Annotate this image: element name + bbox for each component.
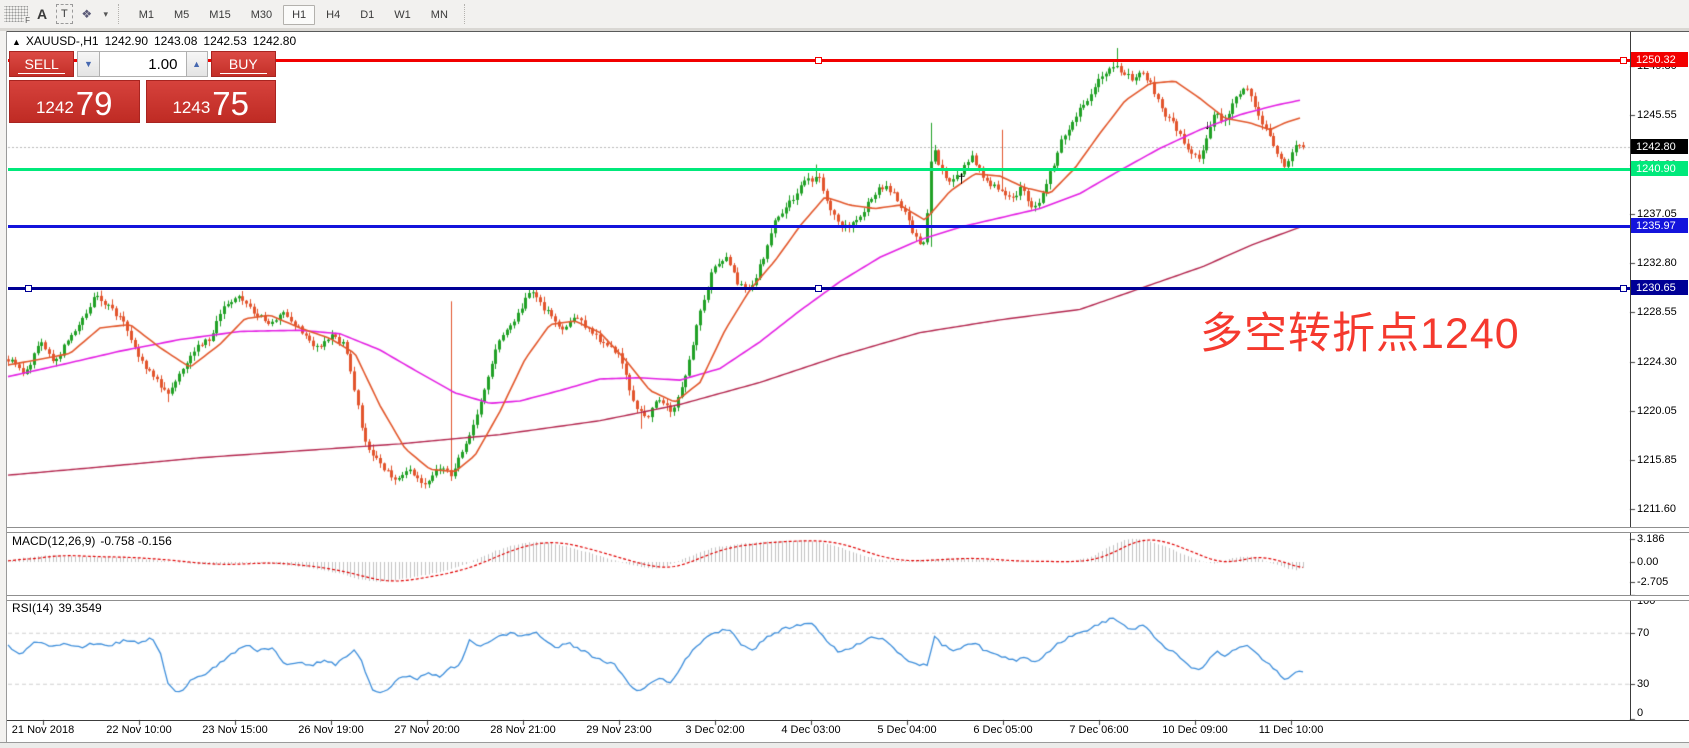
window-bottom-strip	[0, 742, 1689, 748]
time-axis-label: 28 Nov 21:00	[490, 724, 556, 736]
volume-input[interactable]	[99, 51, 186, 77]
sell-price-main: 1242	[35, 98, 74, 117]
volume-increase-button[interactable]: ▲	[185, 51, 208, 77]
timeframe-W1[interactable]: W1	[394, 9, 411, 21]
down-arrow-mark: ↓	[1204, 117, 1211, 132]
price-axis-label: 1215.85	[1637, 453, 1677, 466]
time-axis-label: 4 Dec 03:00	[781, 724, 841, 736]
time-axis-label: 6 Dec 05:00	[973, 724, 1033, 736]
rsi-label: RSI(14) 39.3549	[12, 601, 107, 615]
rsi-axis-label: 30	[1637, 677, 1650, 690]
line-handle[interactable]	[1620, 285, 1627, 292]
time-axis-label: 23 Nov 15:00	[202, 724, 268, 736]
current-price-badge: 1242.80	[1631, 139, 1688, 154]
chart-header: ▲ XAUUSD-,H1 1242.90 1243.08 1242.53 1242.80	[12, 34, 302, 48]
timeframe-M1[interactable]: M1	[138, 9, 155, 21]
macd-values: -0.758 -0.156	[100, 534, 172, 548]
sell-price-pips: 79	[75, 84, 113, 122]
macd-rsi-splitter[interactable]	[0, 595, 1689, 601]
timeframe-D1[interactable]: D1	[360, 9, 375, 21]
horizontal-line-1235.97[interactable]	[8, 225, 1630, 228]
price-axis-label: 1228.55	[1637, 306, 1677, 319]
line-handle[interactable]	[815, 57, 822, 64]
time-axis-label: 7 Dec 06:00	[1069, 724, 1129, 736]
rsi-values: 39.3549	[58, 601, 102, 615]
toolbar-separator	[117, 4, 125, 24]
text-tool-icon[interactable]: T	[56, 4, 73, 24]
buy-price-main: 1243	[172, 98, 211, 117]
main-macd-splitter[interactable]	[0, 527, 1689, 533]
buy-price-display[interactable]: 1243 75	[145, 80, 276, 123]
price-line-badge: 1235.97	[1631, 218, 1688, 233]
chart-expand-icon[interactable]: ▲	[12, 37, 21, 47]
time-axis-label: 27 Nov 20:00	[394, 724, 460, 736]
rsi-axis-label: 0	[1637, 707, 1644, 719]
macd-axis-label: 0.00	[1637, 556, 1659, 568]
time-axis-label: 21 Nov 2018	[11, 724, 75, 736]
timeframe-M30[interactable]: M30	[250, 9, 273, 21]
cross-mark: †	[958, 171, 966, 186]
macd-label: MACD(12,26,9) -0.758 -0.156	[12, 534, 177, 548]
annotation-text[interactable]: 多空转折点1240	[1200, 310, 1520, 358]
timeframe-M5[interactable]: M5	[174, 9, 190, 21]
sell-button[interactable]: SELL	[9, 51, 75, 77]
price-axis-label: 1232.80	[1637, 257, 1677, 270]
time-axis-label: 3 Dec 02:00	[685, 724, 745, 736]
one-click-trade-panel: SELL ▼ ▲ BUY 1242 79 1243 75	[9, 51, 276, 123]
price-axis-label: 1211.60	[1637, 502, 1676, 515]
line-handle[interactable]	[25, 285, 32, 292]
price-axis-label: 1245.55	[1637, 109, 1677, 122]
time-axis-label: 5 Dec 04:00	[877, 724, 937, 736]
macd-axis-label: 3.186	[1637, 532, 1665, 545]
toolbar-separator	[463, 4, 471, 24]
price-axis-line	[1630, 31, 1631, 720]
macd-name: MACD(12,26,9)	[12, 534, 96, 548]
timeframe-H1[interactable]: H1	[283, 5, 316, 25]
price-axis-label: 1224.30	[1637, 355, 1677, 368]
line-handle[interactable]	[1620, 57, 1627, 64]
price-line-badge: 1240.90	[1631, 161, 1688, 176]
timeframe-H4[interactable]: H4	[326, 9, 341, 21]
ohlc-close: 1242.80	[252, 34, 297, 48]
time-axis-line	[0, 720, 1689, 721]
time-axis-label: 22 Nov 10:00	[106, 724, 172, 736]
indicator-grid-icon[interactable]: F	[4, 6, 30, 25]
sell-price-display[interactable]: 1242 79	[9, 80, 140, 123]
timeframe-MN[interactable]: MN	[430, 9, 448, 21]
ohlc-high: 1243.08	[154, 34, 198, 48]
timeframe-group: M1 M5 M15 M30 H1 H4 D1 W1 MN	[129, 5, 458, 25]
price-axis-label: 1220.05	[1637, 404, 1677, 417]
rsi-name: RSI(14)	[12, 601, 54, 615]
ohlc-open: 1242.90	[104, 34, 148, 48]
timeframe-M15[interactable]: M15	[209, 9, 231, 21]
font-tool-icon[interactable]: A	[36, 6, 48, 22]
price-line-badge: 1230.65	[1631, 280, 1688, 295]
ohlc-low: 1242.53	[203, 34, 247, 48]
time-axis-label: 11 Dec 10:00	[1258, 724, 1324, 736]
horizontal-line-1240.90[interactable]	[8, 168, 1630, 171]
dropdown-caret-icon[interactable]: ▾	[103, 8, 108, 19]
time-axis-label: 10 Dec 09:00	[1162, 724, 1228, 736]
buy-button[interactable]: BUY	[210, 51, 276, 77]
window-top-border	[0, 28, 1689, 32]
volume-decrease-button[interactable]: ▼	[77, 51, 100, 77]
window-left-border	[0, 31, 7, 748]
chart-symbol-period: XAUUSD-,H1	[25, 34, 99, 48]
buy-price-pips: 75	[212, 84, 250, 122]
price-line-badge: 1250.32	[1631, 52, 1688, 67]
line-handle[interactable]	[815, 285, 822, 292]
symbols-icon[interactable]: ❖	[81, 7, 93, 21]
toolbar: F A T ❖ ▾ M1 M5 M15 M30 H1 H4 D1 W1 MN	[0, 0, 1689, 28]
time-axis-label: 29 Nov 23:00	[586, 724, 652, 736]
price-axis-label: 1237.05	[1637, 207, 1677, 220]
time-axis-label: 26 Nov 19:00	[298, 724, 364, 736]
macd-axis-label: -2.705	[1637, 575, 1669, 588]
rsi-axis-label: 70	[1637, 626, 1650, 639]
